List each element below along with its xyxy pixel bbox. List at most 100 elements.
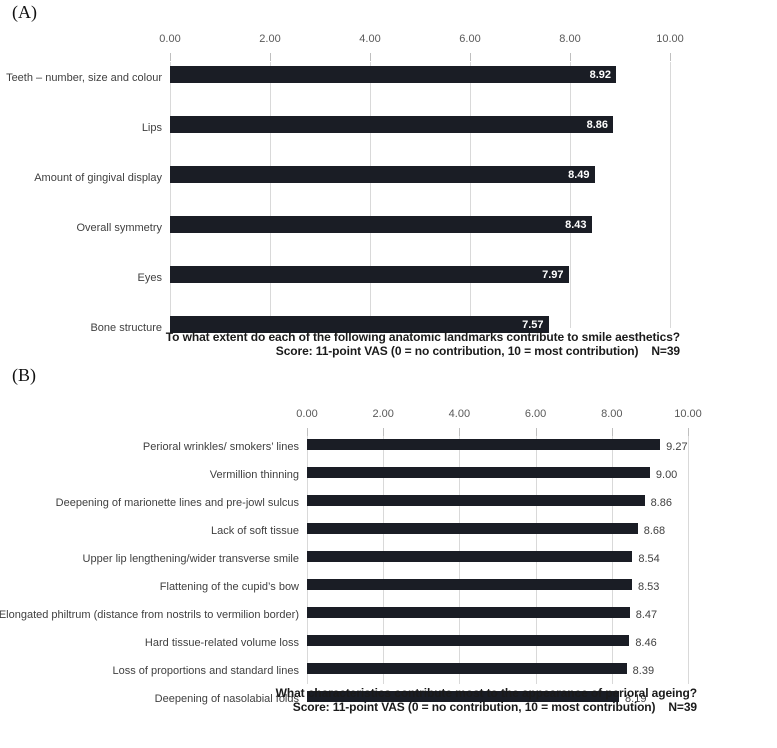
value-label: 8.46: [635, 637, 657, 649]
category-label: Eyes: [137, 272, 162, 284]
gridline: [570, 62, 571, 328]
bar: [307, 691, 620, 702]
bar-row: Perioral wrinkles/ smokers’ lines 9.27: [143, 439, 688, 464]
bar-row: Upper lip lengthening/wider transverse s…: [83, 551, 688, 576]
value-label: 8.92: [589, 68, 611, 81]
bar: [307, 663, 627, 674]
x-tick-label: 0.00: [296, 408, 318, 420]
bar: 8.92: [170, 66, 616, 83]
x-tick-label: 2.00: [372, 408, 394, 420]
value-label: 9.27: [666, 441, 688, 453]
category-label: Lips: [141, 122, 162, 134]
x-tick-mark: [307, 428, 308, 436]
gridline: [270, 62, 271, 328]
bar: [307, 439, 661, 450]
bar-row: Lips 8.86: [142, 116, 670, 162]
bar-row: Teeth – number, size and colour 8.92: [6, 66, 670, 112]
bar: 8.49: [170, 166, 595, 183]
gridline: [688, 436, 689, 684]
category-label: Lack of soft tissue: [210, 525, 299, 537]
category-label: Hard tissue-related volume loss: [144, 637, 299, 649]
category-label: Bone structure: [90, 322, 162, 334]
category-label: Flattening of the cupid’s bow: [159, 581, 299, 593]
bar: 7.97: [170, 266, 569, 283]
bar: [307, 579, 632, 590]
x-tick-mark: [670, 53, 671, 61]
panel-a-label: (A): [12, 2, 37, 22]
chart-b-x-axis: 0.00 2.00 4.00 6.00 8.00 10.00: [296, 408, 702, 436]
x-tick-label: 8.00: [601, 408, 623, 420]
value-label: 8.53: [637, 581, 660, 593]
gridline: [470, 62, 471, 328]
category-label: Deepening of marionette lines and pre-jo…: [55, 497, 299, 509]
chart-a-caption: To what extent do each of the following …: [160, 330, 680, 358]
x-tick-label: 6.00: [524, 408, 547, 420]
x-tick-label: 10.00: [674, 408, 702, 420]
category-label: Amount of gingival display: [34, 172, 162, 184]
category-label: Elongated philtrum (distance from nostri…: [0, 609, 299, 621]
bar: [307, 551, 633, 562]
panel-b-label: (B): [12, 365, 36, 385]
x-tick-label: 4.00: [448, 408, 471, 420]
bar: [307, 467, 650, 478]
bar-row: Flattening of the cupid’s bow 8.53: [160, 579, 688, 604]
bar-row: Deepening of marionette lines and pre-jo…: [56, 495, 688, 520]
bar: 8.86: [170, 116, 613, 133]
bar-row: Hard tissue-related volume loss 8.46: [145, 635, 688, 660]
bar: [307, 635, 630, 646]
value-label: 8.68: [643, 525, 666, 537]
value-label: 7.97: [542, 268, 564, 281]
value-label: 9.00: [655, 469, 678, 481]
bar-row: Overall symmetry 8.43: [76, 216, 670, 262]
bar-row: Lack of soft tissue 8.68: [211, 523, 688, 548]
bar: 7.57: [170, 316, 549, 333]
bar: [307, 607, 630, 618]
chart-b-plot-area: Perioral wrinkles/ smokers’ lines 9.27 Ver…: [0, 436, 689, 705]
x-tick-label: 4.00: [359, 33, 381, 45]
gridlines: [170, 62, 671, 328]
value-label: 8.43: [565, 218, 587, 231]
chart-a-plot-area: Teeth – number, size and colour 8.92 Lips 8…: [6, 62, 671, 338]
category-label: Teeth – number, size and colour: [6, 72, 162, 84]
x-tick-label: 2.00: [259, 33, 281, 45]
category-label: Vermillion thinning: [209, 469, 299, 481]
x-tick-mark: [535, 428, 537, 436]
x-tick-mark: [370, 53, 371, 61]
bar: 8.43: [170, 216, 592, 233]
bar-row: Bone structure 7.57: [90, 316, 670, 362]
value-label: 8.86: [586, 118, 608, 131]
x-tick-label: 10.00: [656, 33, 684, 45]
value-label: 8.39: [632, 665, 655, 677]
bar-row: Amount of gingival display 8.49: [34, 166, 670, 212]
chart-b-caption-question: What characteristics contribute most to …: [275, 686, 697, 700]
gridline: [670, 62, 671, 328]
gridline: [170, 62, 171, 328]
value-label: 8.54: [638, 553, 660, 565]
value-label: 8.86: [650, 497, 672, 509]
x-tick-mark: [470, 53, 471, 61]
chart-a-caption-question: To what extent do each of the following …: [165, 330, 680, 344]
chart-a-x-axis: 0.00 2.00 4.00 6.00 8.00 10.00: [159, 33, 684, 61]
chart-b-caption-score-note: Score: 11-point VAS (0 = no contribution…: [292, 699, 697, 714]
category-label: Perioral wrinkles/ smokers’ lines: [142, 441, 299, 453]
chart-a-caption-score-note: Score: 11-point VAS (0 = no contribution…: [275, 343, 680, 358]
gridline: [370, 62, 371, 328]
category-label: Deepening of nasolabial folds: [154, 693, 299, 705]
x-tick-mark: [570, 53, 571, 61]
value-label: 8.49: [568, 168, 590, 181]
chart-b-caption: What characteristics contribute most to …: [200, 686, 697, 714]
bar: [307, 523, 638, 534]
x-tick-label: 8.00: [559, 33, 581, 45]
bar-row: Loss of proportions and standard lines 8.…: [112, 663, 688, 688]
x-tick-label: 0.00: [159, 33, 181, 45]
x-tick-mark: [611, 428, 613, 436]
bar: [307, 495, 645, 506]
category-label: Loss of proportions and standard lines: [112, 665, 299, 677]
x-tick-mark: [383, 428, 385, 436]
x-tick-mark: [459, 428, 461, 436]
x-tick-mark: [688, 428, 689, 436]
category-label: Overall symmetry: [76, 222, 162, 234]
bar-row: Vermillion thinning 9.00: [210, 467, 688, 492]
x-tick-label: 6.00: [459, 33, 481, 45]
